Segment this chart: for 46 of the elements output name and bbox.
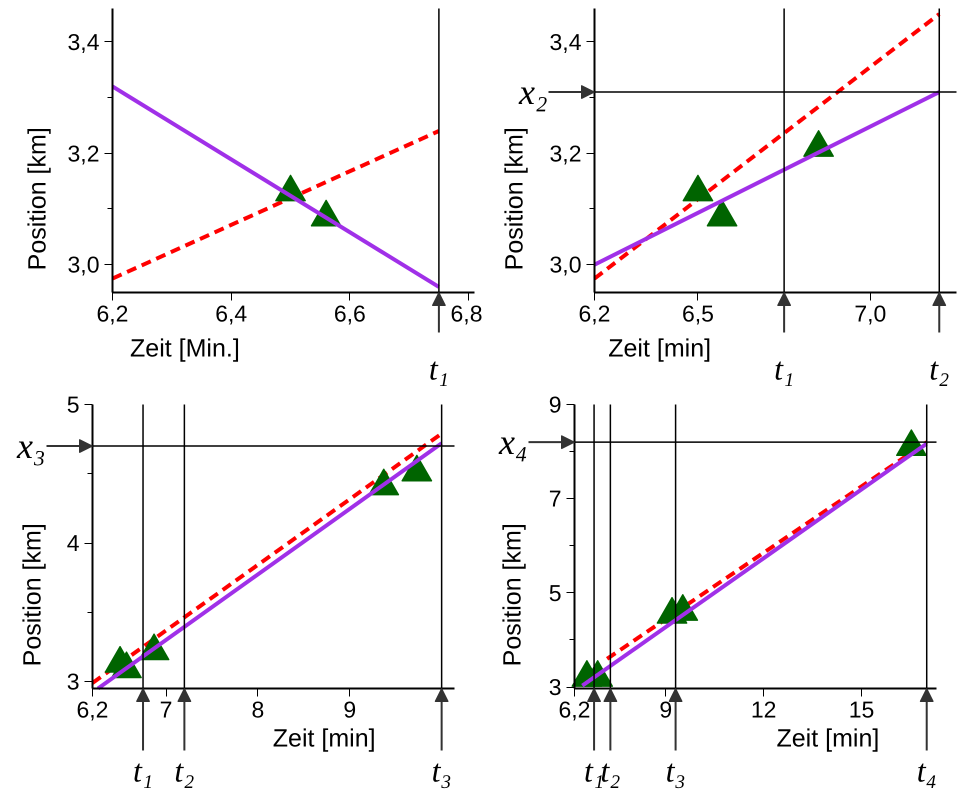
y-tick-label: 3,4: [550, 28, 582, 55]
ref-line-label: t₁: [133, 752, 154, 788]
y-tick-label: 3,2: [550, 140, 582, 166]
y-tick-label: 5: [548, 580, 562, 606]
ref-line-label: x₂: [518, 72, 548, 112]
x-tick-label: 9: [659, 696, 672, 722]
x-tick-label: 9: [343, 696, 356, 722]
x-tick-label: 6,2: [76, 696, 108, 722]
y-tick-label: 3,0: [68, 252, 100, 278]
x-tick-label: 6,8: [450, 300, 483, 326]
x-tick-label: 6,4: [215, 300, 248, 326]
x-tick-label: 6,6: [334, 300, 366, 326]
ref-line-label: x₃: [16, 426, 46, 466]
y-axis-title: Position [km]: [18, 523, 46, 666]
x-tick-label: 7: [160, 696, 172, 722]
ref-line-label: t₂: [600, 752, 620, 788]
x-tick-label: 6,2: [96, 300, 128, 326]
ref-line-label: x₄: [498, 422, 528, 462]
x-tick-label: 12: [750, 696, 776, 722]
y-tick-label: 9: [548, 392, 562, 418]
ref-line-label: t₄: [916, 752, 937, 788]
x-tick-label: 8: [251, 696, 264, 722]
y-tick-label: 3,2: [68, 140, 100, 166]
x-tick-label: 15: [848, 696, 874, 722]
x-axis-title: Zeit [min]: [608, 334, 712, 362]
ref-line-label: t₃: [666, 752, 686, 788]
y-axis-title: Position [km]: [498, 523, 526, 666]
y-axis-title: Position [km]: [24, 127, 52, 270]
y-tick-label: 7: [548, 486, 562, 512]
x-axis-title: Zeit [min]: [272, 724, 376, 752]
ref-line-label: t₂: [929, 350, 950, 386]
x-axis-title: Zeit [Min.]: [130, 334, 240, 362]
ref-line-label: t₁: [774, 350, 794, 386]
x-tick-label: 6,2: [578, 300, 610, 326]
ref-line-label: t₁: [428, 350, 449, 386]
y-tick-label: 3: [66, 668, 80, 695]
x-tick-label: 7,0: [854, 300, 886, 326]
y-tick-label: 5: [66, 392, 80, 418]
y-tick-label: 3,4: [68, 28, 100, 55]
ref-line-label: t₃: [432, 752, 452, 788]
y-tick-label: 4: [66, 530, 80, 556]
ref-line-label: t₂: [174, 752, 194, 788]
y-tick-label: 3,0: [550, 252, 582, 278]
y-axis-title: Position [km]: [500, 127, 528, 270]
x-tick-label: 6,5: [682, 300, 714, 326]
x-axis-title: Zeit [min]: [776, 724, 880, 752]
